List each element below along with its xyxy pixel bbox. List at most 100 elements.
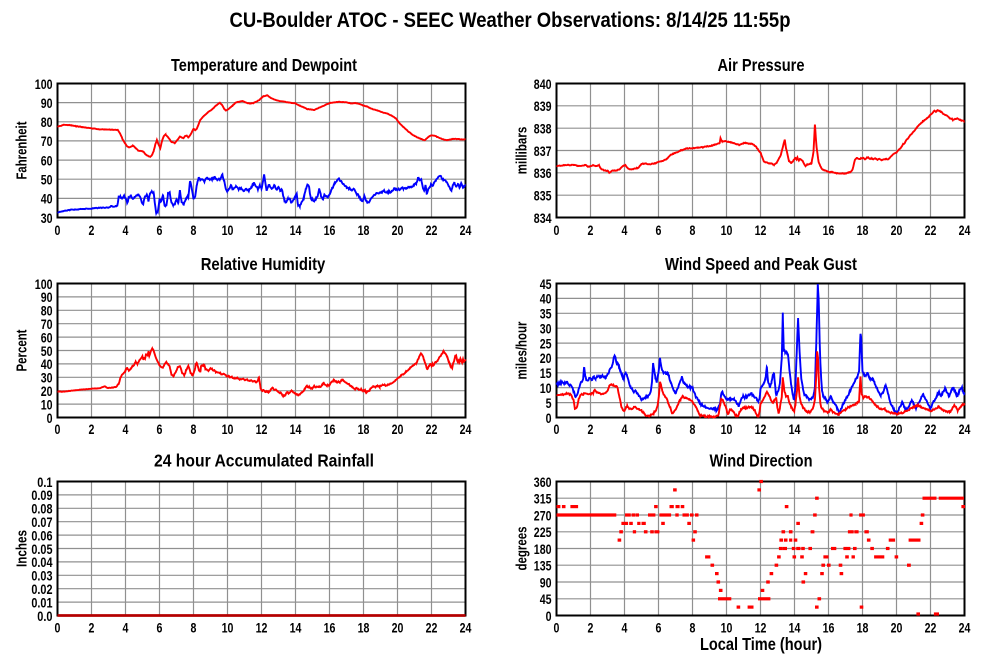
svg-text:Temperature and Dewpoint: Temperature and Dewpoint bbox=[171, 55, 357, 75]
svg-text:millibars: millibars bbox=[514, 127, 531, 175]
svg-text:45: 45 bbox=[540, 592, 552, 607]
svg-text:Fahrenheit: Fahrenheit bbox=[14, 122, 31, 180]
svg-text:Wind Speed and Peak Gust: Wind Speed and Peak Gust bbox=[665, 254, 857, 274]
svg-text:0: 0 bbox=[546, 411, 552, 426]
svg-text:40: 40 bbox=[41, 357, 53, 372]
svg-text:22: 22 bbox=[925, 223, 937, 238]
svg-text:30: 30 bbox=[540, 322, 552, 337]
svg-text:24: 24 bbox=[460, 621, 472, 636]
svg-text:100: 100 bbox=[35, 277, 53, 292]
svg-text:100: 100 bbox=[35, 77, 53, 92]
svg-text:2: 2 bbox=[89, 223, 95, 238]
svg-text:12: 12 bbox=[256, 223, 268, 238]
svg-text:0.04: 0.04 bbox=[31, 555, 52, 570]
svg-text:10: 10 bbox=[222, 223, 234, 238]
svg-text:8: 8 bbox=[191, 621, 197, 636]
svg-text:10: 10 bbox=[721, 422, 733, 437]
svg-text:2: 2 bbox=[89, 422, 95, 437]
svg-text:50: 50 bbox=[41, 344, 53, 359]
svg-text:839: 839 bbox=[534, 99, 552, 114]
svg-text:6: 6 bbox=[157, 422, 163, 437]
svg-text:20: 20 bbox=[392, 422, 404, 437]
svg-text:0.1: 0.1 bbox=[37, 475, 53, 490]
svg-text:24: 24 bbox=[959, 223, 971, 238]
svg-text:0: 0 bbox=[554, 422, 560, 437]
svg-text:10: 10 bbox=[540, 381, 552, 396]
svg-text:Wind Direction: Wind Direction bbox=[710, 451, 813, 471]
svg-text:20: 20 bbox=[891, 422, 903, 437]
svg-text:6: 6 bbox=[656, 422, 662, 437]
svg-text:0.0: 0.0 bbox=[37, 609, 52, 624]
svg-text:4: 4 bbox=[622, 422, 628, 437]
svg-text:22: 22 bbox=[426, 223, 438, 238]
svg-text:4: 4 bbox=[123, 621, 129, 636]
svg-text:225: 225 bbox=[534, 525, 552, 540]
svg-text:24 hour Accumulated Rainfall: 24 hour Accumulated Rainfall bbox=[154, 451, 374, 471]
svg-text:70: 70 bbox=[41, 134, 53, 149]
svg-text:12: 12 bbox=[256, 621, 268, 636]
svg-text:135: 135 bbox=[534, 559, 552, 574]
svg-text:6: 6 bbox=[157, 223, 163, 238]
svg-text:Relative Humidity: Relative Humidity bbox=[201, 254, 326, 274]
svg-text:837: 837 bbox=[534, 144, 552, 159]
svg-text:14: 14 bbox=[290, 422, 302, 437]
svg-text:0.06: 0.06 bbox=[31, 528, 52, 543]
svg-text:15: 15 bbox=[540, 366, 552, 381]
svg-text:10: 10 bbox=[41, 397, 53, 412]
svg-text:4: 4 bbox=[123, 223, 129, 238]
svg-text:90: 90 bbox=[540, 575, 552, 590]
svg-text:8: 8 bbox=[690, 223, 696, 238]
svg-text:835: 835 bbox=[534, 189, 552, 204]
svg-text:836: 836 bbox=[534, 166, 552, 181]
svg-text:16: 16 bbox=[823, 621, 835, 636]
svg-text:0.03: 0.03 bbox=[31, 569, 52, 584]
svg-text:834: 834 bbox=[534, 211, 552, 226]
svg-text:80: 80 bbox=[41, 304, 53, 319]
svg-text:0: 0 bbox=[546, 609, 552, 624]
svg-text:180: 180 bbox=[534, 542, 552, 557]
svg-text:16: 16 bbox=[823, 422, 835, 437]
svg-text:0.08: 0.08 bbox=[31, 502, 52, 517]
svg-text:2: 2 bbox=[588, 621, 594, 636]
svg-text:0.07: 0.07 bbox=[31, 515, 52, 530]
svg-text:40: 40 bbox=[41, 192, 53, 207]
svg-text:2: 2 bbox=[588, 223, 594, 238]
svg-text:miles/hour: miles/hour bbox=[514, 321, 531, 379]
svg-text:18: 18 bbox=[857, 223, 869, 238]
svg-text:10: 10 bbox=[222, 621, 234, 636]
svg-text:838: 838 bbox=[534, 122, 552, 137]
svg-text:30: 30 bbox=[41, 371, 53, 386]
svg-text:Percent: Percent bbox=[14, 329, 31, 371]
svg-text:6: 6 bbox=[656, 223, 662, 238]
svg-text:360: 360 bbox=[534, 475, 552, 490]
svg-text:Local Time (hour): Local Time (hour) bbox=[700, 634, 822, 654]
svg-text:10: 10 bbox=[222, 422, 234, 437]
svg-text:20: 20 bbox=[392, 223, 404, 238]
svg-text:50: 50 bbox=[41, 173, 53, 188]
svg-text:24: 24 bbox=[460, 223, 472, 238]
svg-text:20: 20 bbox=[392, 621, 404, 636]
svg-text:35: 35 bbox=[540, 307, 552, 322]
svg-text:90: 90 bbox=[41, 290, 53, 305]
svg-text:45: 45 bbox=[540, 277, 552, 292]
svg-text:Air Pressure: Air Pressure bbox=[718, 55, 805, 75]
svg-text:4: 4 bbox=[622, 223, 628, 238]
svg-text:14: 14 bbox=[290, 621, 302, 636]
svg-text:16: 16 bbox=[823, 223, 835, 238]
svg-text:24: 24 bbox=[959, 621, 971, 636]
svg-text:14: 14 bbox=[290, 223, 302, 238]
svg-text:315: 315 bbox=[534, 492, 552, 507]
svg-text:0: 0 bbox=[554, 621, 560, 636]
svg-text:22: 22 bbox=[925, 422, 937, 437]
svg-text:16: 16 bbox=[324, 422, 336, 437]
svg-text:25: 25 bbox=[540, 336, 552, 351]
svg-text:0: 0 bbox=[554, 223, 560, 238]
svg-text:60: 60 bbox=[41, 153, 53, 168]
svg-text:12: 12 bbox=[755, 422, 767, 437]
svg-text:5: 5 bbox=[546, 396, 552, 411]
svg-text:8: 8 bbox=[690, 422, 696, 437]
svg-text:CU-Boulder ATOC - SEEC Weather: CU-Boulder ATOC - SEEC Weather Observati… bbox=[230, 8, 791, 32]
svg-text:90: 90 bbox=[41, 96, 53, 111]
svg-text:2: 2 bbox=[588, 422, 594, 437]
svg-text:40: 40 bbox=[540, 292, 552, 307]
